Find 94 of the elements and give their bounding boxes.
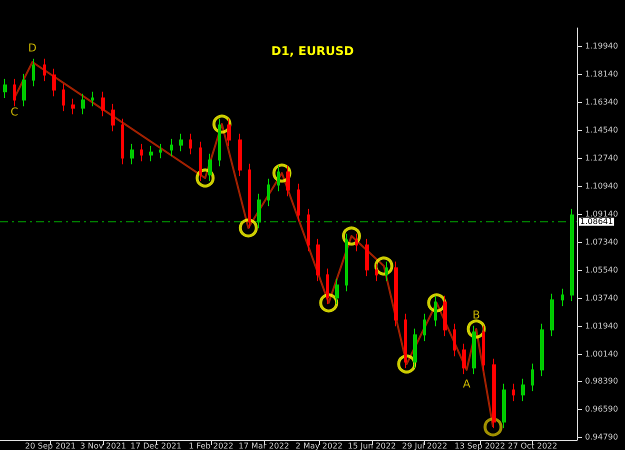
y-tick-label: 1.16340	[585, 98, 618, 107]
candlestick	[443, 295, 447, 337]
y-tick-label: 1.00140	[585, 349, 618, 358]
candlestick	[62, 83, 65, 112]
candlestick	[307, 208, 310, 252]
point	[342, 226, 361, 246]
candlestick	[267, 178, 270, 207]
candlestick	[434, 295, 437, 327]
candlestick	[13, 78, 16, 107]
candlestick	[199, 141, 202, 182]
x-tick-label: 15 Jun 2022	[348, 442, 396, 450]
candlestick	[453, 323, 456, 357]
candlestick	[492, 358, 496, 429]
candlestick	[512, 383, 515, 402]
candlestick	[149, 145, 153, 162]
annotation: B	[472, 308, 480, 322]
candlestick	[101, 91, 105, 117]
candlestick	[208, 153, 212, 182]
candlestick	[170, 138, 173, 157]
candlestick	[257, 193, 261, 229]
candlestick	[561, 288, 564, 307]
y-tick-label: 1.12740	[585, 153, 618, 162]
candlestick	[140, 143, 143, 162]
y-tick-label: 1.10940	[585, 181, 618, 190]
candlestick	[71, 98, 75, 115]
candlestick	[521, 378, 525, 402]
y-tick-label: 1.05540	[585, 265, 618, 274]
y-tick-label: 0.98390	[585, 376, 618, 386]
x-tick-label: 20 Sep 2021	[25, 442, 76, 450]
candlestick	[345, 233, 348, 292]
candlestick	[189, 133, 192, 155]
annotation: C	[10, 105, 19, 118]
candlestick	[385, 261, 388, 282]
candlestick	[121, 118, 124, 165]
candlestick	[130, 143, 134, 165]
candlestick	[3, 78, 7, 98]
x-tick-label: 13 Sep 2022	[454, 442, 506, 450]
candlestick	[472, 325, 476, 375]
candlestick	[502, 383, 506, 429]
candlestick	[375, 263, 378, 282]
candlestick	[355, 233, 358, 252]
candlestick	[482, 325, 485, 372]
candlestick	[22, 73, 26, 107]
candlestick	[218, 118, 221, 167]
candlestick	[404, 313, 407, 369]
candlestick	[52, 68, 56, 97]
candlestick	[277, 165, 280, 192]
candlestick	[286, 165, 290, 197]
candlestick	[335, 278, 339, 305]
candlestick	[394, 261, 398, 327]
candlestick	[570, 208, 574, 302]
candlestick	[43, 58, 46, 82]
annotation: D	[28, 42, 37, 55]
candlestick	[316, 238, 320, 282]
x-tick-label: 1 Feb 2022	[188, 442, 234, 450]
candlestick	[550, 293, 554, 337]
y-tick-label: 1.19940	[585, 42, 618, 51]
ref-line-label: 1.08641	[580, 217, 614, 226]
y-tick-label: 1.01940	[585, 321, 618, 330]
candlestick	[91, 91, 94, 107]
x-tick-label: 29 Jul 2022	[402, 442, 448, 450]
candlestick	[462, 343, 466, 375]
point	[238, 218, 258, 238]
point	[484, 417, 503, 436]
text: D1, EURUSD	[271, 44, 354, 58]
line-series	[13, 61, 494, 428]
candlestick	[81, 93, 85, 115]
candlestick	[413, 328, 417, 369]
candlestick	[248, 163, 251, 229]
y-tick-label: 1.09140	[585, 209, 618, 218]
y-tick-label: 0.94790	[585, 432, 618, 442]
candlestick	[179, 133, 183, 152]
candlestick	[159, 143, 162, 159]
x-tick-label: 2 May 2022	[296, 442, 343, 450]
y-tick-label: 1.18140	[585, 70, 618, 79]
candlestick	[326, 268, 329, 305]
point	[374, 256, 394, 276]
candlestick	[423, 313, 426, 342]
candlestick	[111, 103, 115, 132]
y-tick-label: 0.96590	[585, 404, 618, 414]
x-tick-label: 3 Nov 2021	[80, 442, 126, 450]
y-tick-label: 1.03740	[585, 293, 618, 302]
candlestick	[531, 363, 534, 392]
y-tick-label: 1.14540	[585, 125, 618, 134]
candlestick	[32, 58, 35, 87]
candlestick	[238, 133, 242, 177]
candlestick	[227, 118, 231, 147]
candlestick	[540, 323, 544, 377]
annotation: A	[462, 377, 471, 390]
x-tick-label: 17 Dec 2021	[130, 442, 182, 450]
y-tick-label: 1.07340	[585, 237, 618, 246]
candlestick	[297, 183, 300, 222]
x-tick-label: 17 Mar 2022	[238, 442, 290, 450]
candlestick	[365, 238, 369, 277]
